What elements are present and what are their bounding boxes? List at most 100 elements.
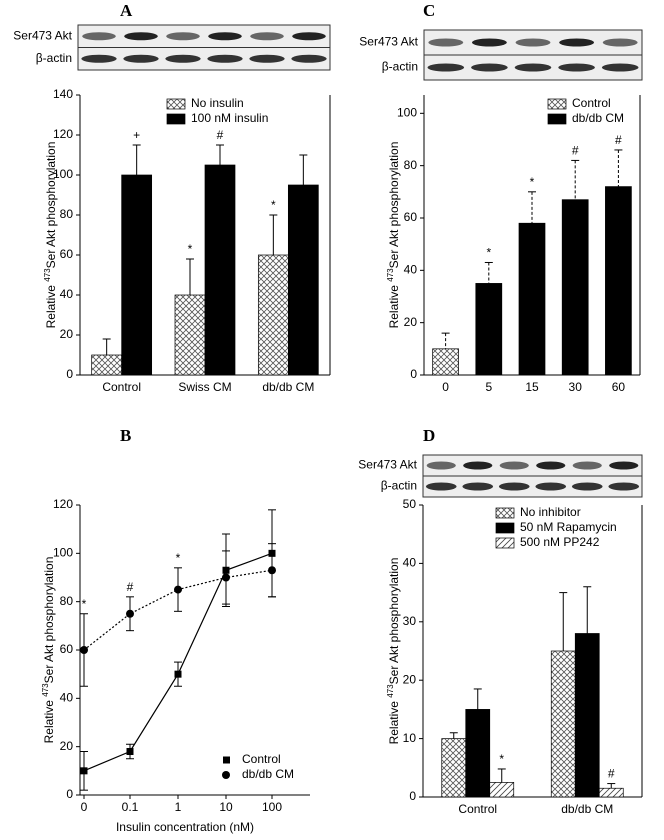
y-tick-label: 0: [409, 789, 416, 803]
blot-band: [572, 461, 602, 470]
x-tick-label: 0.1: [122, 800, 139, 814]
y-tick-label: 10: [403, 731, 417, 745]
blot-band: [462, 482, 494, 491]
bar: [121, 174, 153, 376]
legend-label: No inhibitor: [520, 505, 581, 519]
significance-mark: #: [615, 133, 622, 147]
y-label-text: Ser Akt phosphorylation: [387, 558, 401, 685]
legend-label: db/db CM: [242, 767, 294, 781]
blot-label: β-actin: [36, 51, 72, 65]
blot-band: [291, 54, 327, 63]
y-tick-label: 20: [60, 739, 74, 753]
blot-band: [514, 63, 552, 72]
y-tick-label: 50: [403, 497, 417, 511]
y-label-text: Relative: [387, 698, 401, 745]
blot-band: [82, 32, 116, 41]
x-tick-label: Control: [458, 802, 497, 816]
blot-band: [535, 482, 567, 491]
bar: [574, 633, 600, 798]
legend-label: Control: [242, 752, 281, 766]
legend-swatch: [166, 113, 186, 125]
panel-label: D: [423, 426, 435, 445]
blot-band: [123, 54, 159, 63]
y-tick-label: 20: [60, 327, 74, 341]
bar: [174, 294, 206, 376]
y-tick-label: 0: [410, 367, 417, 381]
bar: [432, 348, 459, 376]
significance-mark: *: [499, 752, 504, 766]
blot-band: [608, 482, 640, 491]
blot-band: [166, 32, 200, 41]
bar: [475, 283, 503, 376]
y-tick-label: 80: [404, 158, 418, 172]
legend-swatch: [495, 522, 515, 534]
y-label-sup: 473: [386, 268, 395, 282]
significance-mark: #: [572, 144, 579, 158]
significance-mark: #: [608, 767, 615, 781]
blot-band: [428, 38, 464, 47]
point: [174, 670, 182, 678]
point: [268, 566, 276, 575]
y-label-text: Relative: [387, 282, 401, 329]
y-tick-label: 30: [403, 614, 417, 628]
bar: [561, 199, 589, 376]
blot-label: Ser473 Akt: [13, 28, 72, 42]
x-tick-label: 5: [485, 380, 492, 394]
point: [126, 748, 134, 755]
bar: [605, 186, 632, 376]
y-tick-label: 60: [60, 247, 74, 261]
legend-swatch: [222, 771, 230, 779]
x-tick-label: 0: [81, 800, 88, 814]
x-tick-label: 10: [219, 800, 233, 814]
blot-band: [559, 38, 595, 47]
legend-swatch: [547, 113, 567, 125]
bar: [441, 738, 467, 798]
x-tick-label: db/db CM: [561, 802, 613, 816]
blot-band: [207, 54, 243, 63]
blot-band: [249, 54, 285, 63]
significance-mark: *: [486, 246, 491, 260]
blot-band: [463, 461, 493, 470]
y-tick-label: 60: [404, 210, 418, 224]
y-label-text: Relative: [42, 697, 56, 744]
x-tick-label: 60: [612, 380, 626, 394]
blot-label: β-actin: [381, 479, 417, 493]
y-tick-label: 0: [66, 787, 73, 801]
legend-swatch: [223, 756, 230, 764]
x-tick-label: 15: [525, 380, 539, 394]
significance-mark: *: [82, 597, 87, 611]
significance-mark: *: [530, 175, 535, 189]
y-label-text: Relative: [44, 282, 58, 329]
y-axis-label: Relative 473Ser Akt phosphorylation: [43, 142, 59, 329]
y-label-text: Ser Akt phosphorylation: [42, 557, 56, 684]
bar: [598, 787, 624, 798]
point: [126, 609, 134, 618]
significance-mark: #: [217, 128, 224, 142]
blot-band: [81, 54, 117, 63]
blot-band: [499, 461, 529, 470]
blot-band: [124, 32, 158, 41]
blot-band: [571, 482, 603, 491]
y-tick-label: 120: [53, 127, 73, 141]
y-tick-label: 80: [60, 207, 74, 221]
legend-label: No insulin: [191, 96, 244, 110]
y-label-text: Ser Akt phosphorylation: [44, 142, 58, 269]
blot-band: [601, 63, 639, 72]
y-tick-label: 40: [60, 287, 74, 301]
legend-label: db/db CM: [572, 111, 624, 125]
blot-band: [208, 32, 242, 41]
blot-band: [165, 54, 201, 63]
legend-label: Control: [572, 96, 611, 110]
blot-band: [292, 32, 326, 41]
y-axis-label: Relative 473Ser Akt phosphorylation: [386, 142, 402, 329]
legend-label: 100 nM insulin: [191, 111, 268, 125]
blot-band: [609, 461, 639, 470]
blot-label: Ser473 Akt: [359, 35, 418, 49]
bar: [489, 782, 515, 798]
blot-band: [250, 32, 284, 41]
blot-band: [515, 38, 551, 47]
y-label-text: Ser Akt phosphorylation: [387, 142, 401, 269]
x-tick-label: db/db CM: [262, 380, 314, 394]
blot-label: β-actin: [382, 60, 418, 74]
